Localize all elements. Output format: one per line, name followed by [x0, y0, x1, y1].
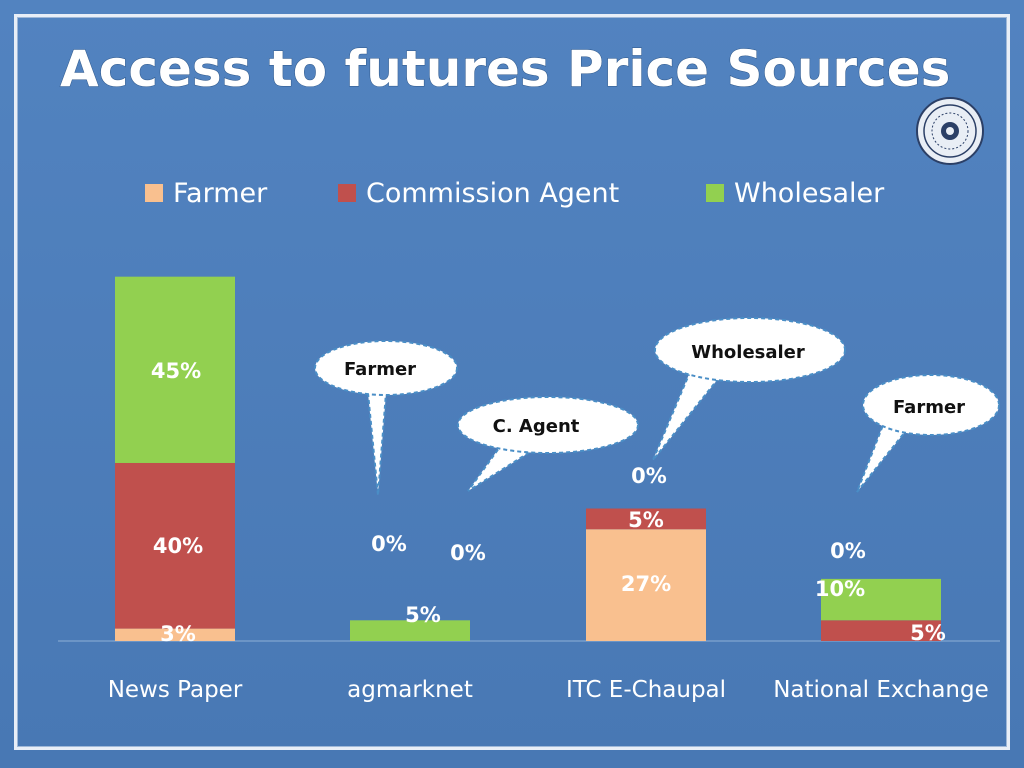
- legend-label-1: Commission Agent: [366, 178, 619, 209]
- institution-seal-icon: [915, 96, 985, 166]
- callout-pointer-3: [856, 418, 907, 493]
- data-label-1-0: 0%: [371, 532, 407, 556]
- callout-label-1: C. Agent: [493, 416, 580, 437]
- legend-swatch-2: [706, 184, 724, 202]
- category-label-0: News Paper: [108, 677, 243, 703]
- bar-3-1: [821, 620, 941, 641]
- callout-bubble-3: [862, 374, 1000, 436]
- data-label-2-0: 27%: [621, 572, 671, 596]
- bar-3-2: [821, 578, 941, 621]
- data-label-0-0: 3%: [160, 622, 196, 646]
- category-label-2: ITC E-Chaupal: [566, 677, 726, 703]
- data-label-2-2: 0%: [631, 464, 667, 488]
- callout-pointer-1: [467, 442, 533, 492]
- bar-0-0: [115, 628, 235, 641]
- callout-bubble-0: [314, 340, 458, 396]
- category-label-3: National Exchange: [773, 677, 989, 703]
- slide-frame: [14, 14, 1010, 750]
- legend-label-0: Farmer: [173, 178, 268, 209]
- slide-title: Access to futures Price Sources: [60, 40, 950, 98]
- callout-bubble-1: [457, 396, 639, 454]
- bar-2-1: [586, 508, 706, 530]
- category-label-1: agmarknet: [347, 677, 473, 703]
- bar-1-2: [350, 620, 470, 641]
- data-label-3-2: 10%: [815, 577, 865, 601]
- callout-label-0: Farmer: [344, 359, 416, 380]
- bar-0-1: [115, 462, 235, 629]
- callout-label-2: Wholesaler: [691, 342, 805, 363]
- data-label-0-1: 40%: [153, 534, 203, 558]
- bar-0-2: [115, 276, 235, 463]
- legend-swatch-0: [145, 184, 163, 202]
- data-label-2-1: 5%: [628, 508, 664, 532]
- legend-swatch-1: [338, 184, 356, 202]
- callout-pointer-2: [652, 370, 720, 461]
- callout-label-3: Farmer: [893, 397, 965, 418]
- bar-2-0: [586, 529, 706, 641]
- data-label-3-1: 5%: [910, 621, 946, 645]
- legend-label-2: Wholesaler: [734, 178, 885, 209]
- callout-bubble-2: [654, 317, 846, 383]
- data-label-1-2: 5%: [405, 603, 441, 627]
- callout-pointer-0: [366, 392, 388, 496]
- data-label-3-0: 0%: [830, 539, 866, 563]
- data-label-1-1: 0%: [450, 541, 486, 565]
- data-label-0-2: 45%: [151, 359, 201, 383]
